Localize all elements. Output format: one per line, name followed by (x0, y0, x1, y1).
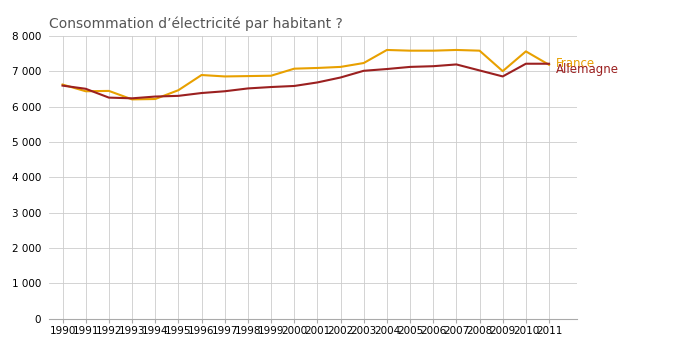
Text: Consommation d’électricité par habitant ?: Consommation d’électricité par habitant … (49, 16, 343, 31)
Text: Allemagne: Allemagne (556, 63, 619, 76)
Text: France: France (556, 56, 595, 70)
